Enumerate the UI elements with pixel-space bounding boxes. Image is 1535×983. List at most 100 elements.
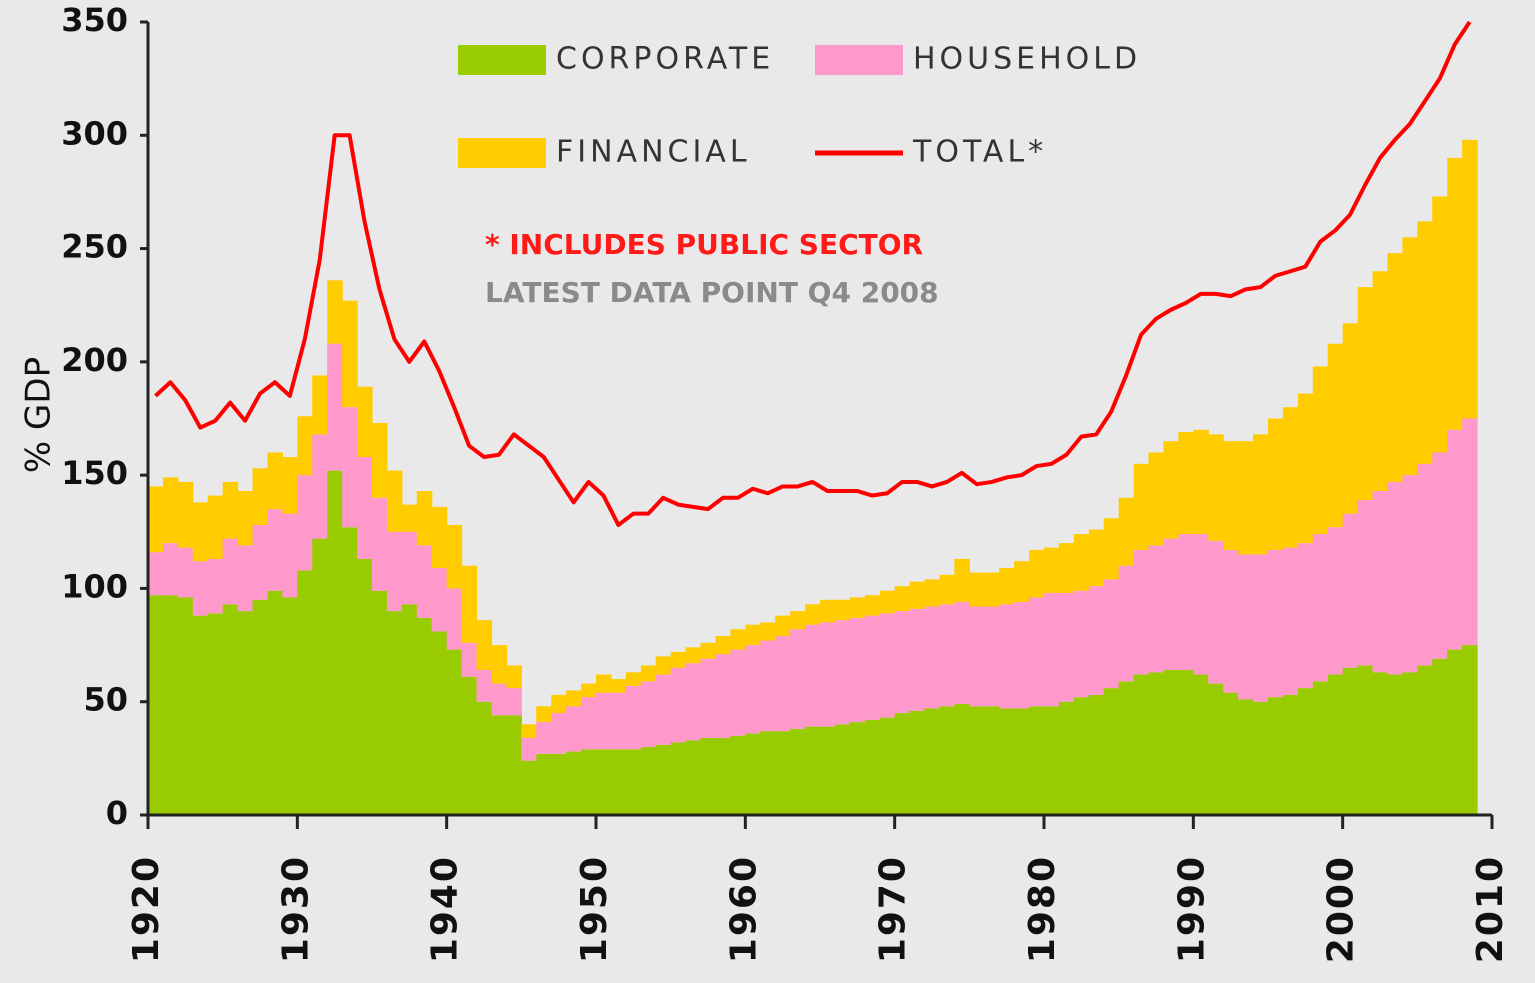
bar-segment <box>775 615 791 637</box>
bar-segment <box>894 713 911 815</box>
x-tick-label: 1960 <box>723 855 764 963</box>
bar-segment <box>1193 429 1209 535</box>
bar-segment <box>282 513 298 598</box>
bar-segment <box>1417 665 1433 815</box>
bar-segment <box>1387 481 1403 675</box>
bar-segment <box>1058 701 1075 815</box>
bar-segment <box>342 527 358 815</box>
bar-segment <box>1268 549 1284 698</box>
bar-segment <box>1312 534 1329 682</box>
bar-segment <box>655 674 672 745</box>
bar-segment <box>506 715 522 815</box>
bar-segment <box>237 491 254 546</box>
bar-segment <box>939 604 955 707</box>
bar-segment <box>1133 463 1150 550</box>
bar-segment <box>446 649 463 815</box>
bar-segment <box>849 722 866 815</box>
bar-segment <box>820 622 836 727</box>
bar-segment <box>342 407 358 528</box>
annotation: LATEST DATA POINT Q4 2008 <box>485 276 939 309</box>
bar-segment <box>954 703 970 815</box>
bar-segment <box>536 722 552 754</box>
bar-segment <box>267 590 283 815</box>
bar-segment <box>148 595 164 815</box>
bar-segment <box>670 742 687 815</box>
bar-segment <box>640 747 657 815</box>
bar-segment <box>1238 554 1254 700</box>
y-tick-label: 0 <box>106 794 128 832</box>
bar-segment <box>252 468 269 525</box>
bar-segment <box>715 636 731 655</box>
bar-segment <box>1103 518 1120 580</box>
y-tick-label: 250 <box>61 228 128 266</box>
bar-segment <box>267 452 283 510</box>
bar-segment <box>864 615 881 720</box>
bar-segment <box>581 749 597 815</box>
bar-segment <box>312 538 328 815</box>
bar-segment <box>954 558 970 603</box>
bar-segment <box>1029 706 1045 815</box>
bar-segment <box>999 604 1015 709</box>
bar-segment <box>416 617 433 815</box>
bar-segment <box>222 604 239 815</box>
bar-segment <box>1372 672 1389 815</box>
bar-segment <box>610 749 627 815</box>
bar-segment <box>521 760 537 815</box>
bar-segment <box>551 753 567 815</box>
bar-segment <box>148 486 164 553</box>
bar-segment <box>730 649 746 736</box>
bar-segment <box>222 538 239 605</box>
bar-segment <box>700 642 717 659</box>
bar-segment <box>745 624 761 646</box>
bar-segment <box>655 656 672 675</box>
bar-segment <box>1118 497 1135 566</box>
bar-segment <box>596 749 612 815</box>
bar-segment <box>1447 157 1463 430</box>
bar-segment <box>177 597 194 815</box>
bar-segment <box>939 706 955 815</box>
bar-segment <box>1432 452 1448 659</box>
bar-segment <box>327 343 343 471</box>
bar-segment <box>924 708 941 815</box>
bar-segment <box>312 434 328 539</box>
bar-segment <box>894 586 911 612</box>
bar-segment <box>1417 221 1433 464</box>
y-tick-label: 50 <box>83 681 128 719</box>
bar-segment <box>1103 579 1120 689</box>
y-axis-label: % GDP <box>19 357 59 473</box>
bar-segment <box>386 611 403 815</box>
bar-segment <box>1178 534 1194 670</box>
bar-segment <box>267 509 283 591</box>
bar-segment <box>1282 694 1299 815</box>
bar-segment <box>924 579 941 607</box>
bar-segment <box>207 613 224 815</box>
legend-label: TOTAL* <box>912 135 1047 170</box>
bar-segment <box>834 724 851 815</box>
y-tick-label: 350 <box>61 1 128 39</box>
bar-segment <box>252 524 269 600</box>
bar-segment <box>939 574 955 605</box>
bar-segment <box>1148 545 1165 673</box>
bar-segment <box>879 613 896 718</box>
bar-segment <box>1462 645 1478 815</box>
bar-segment <box>1372 271 1389 492</box>
bar-segment <box>297 570 313 815</box>
bar-segment <box>431 631 448 815</box>
x-tick-label: 1970 <box>873 855 914 963</box>
bar-segment <box>1223 441 1239 550</box>
bar-segment <box>984 706 1000 815</box>
bar-segment <box>805 624 821 727</box>
bar-segment <box>1103 688 1120 815</box>
bar-segment <box>581 683 597 698</box>
bar-segment <box>1223 692 1239 815</box>
bar-segment <box>1058 543 1075 593</box>
bar-segment <box>148 552 164 596</box>
y-tick-label: 100 <box>61 567 128 605</box>
bar-segment <box>1148 452 1165 546</box>
total-line <box>154 20 1472 527</box>
bar-segment <box>1462 418 1478 646</box>
bar-segment <box>685 740 702 815</box>
bar-segment <box>1282 407 1299 548</box>
bar-segment <box>745 733 761 815</box>
legend-label: FINANCIAL <box>556 135 751 170</box>
